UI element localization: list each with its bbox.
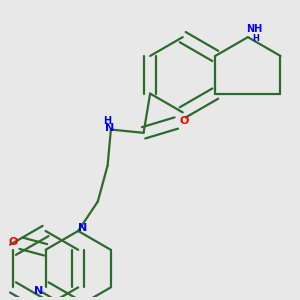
- Text: H: H: [103, 116, 112, 126]
- Text: O: O: [8, 237, 17, 247]
- Text: N: N: [105, 123, 114, 133]
- Text: N: N: [78, 223, 88, 233]
- Text: H: H: [253, 34, 260, 43]
- Text: O: O: [180, 116, 189, 126]
- Text: N: N: [34, 286, 44, 296]
- Text: NH: NH: [246, 24, 262, 34]
